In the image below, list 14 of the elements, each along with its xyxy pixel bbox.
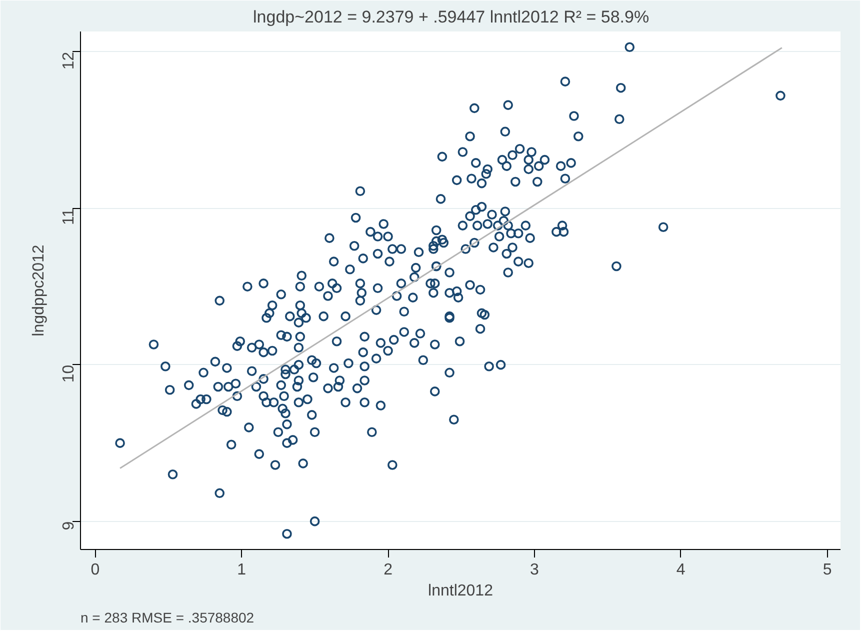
x-tick-label: 2 (384, 562, 393, 578)
x-axis-title: lnntl2012 (428, 582, 494, 600)
y-tick-label: 10 (60, 364, 78, 383)
chart-title: lngdp~2012 = 9.2379 + .59447 lnntl2012 R² = 58.9% (253, 8, 650, 26)
y-tick-label: 12 (60, 52, 78, 70)
y-axis-title: lngdppc2012 (30, 244, 48, 336)
x-tick-label: 1 (237, 562, 246, 578)
text: n = 283 RMSE = .35788802 (80, 610, 254, 626)
y-tick-label: 9 (60, 521, 78, 530)
x-tick-label: 0 (90, 562, 100, 578)
x-tick-label: 3 (530, 562, 539, 578)
x-tick-label: 5 (822, 562, 832, 578)
x-tick-label: 4 (676, 562, 686, 578)
y-tick-label: 11 (60, 208, 78, 225)
